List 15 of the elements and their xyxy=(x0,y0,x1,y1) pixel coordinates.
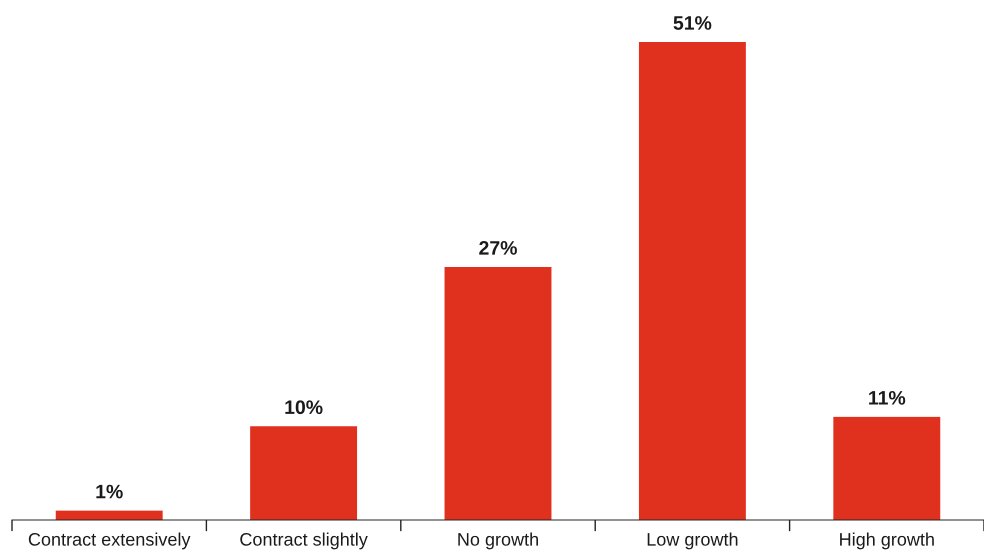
x-tick-label: Contract slightly xyxy=(240,532,368,550)
data-label: 11% xyxy=(869,391,906,405)
bar xyxy=(444,266,552,520)
bar xyxy=(638,42,746,520)
bar xyxy=(56,510,163,520)
data-label: 51% xyxy=(674,16,712,30)
x-tick-label: Contract extensively xyxy=(28,532,190,550)
x-tick-label: High growth xyxy=(840,532,934,550)
data-label: 10% xyxy=(285,400,323,414)
x-tick-label: Low growth xyxy=(648,532,738,550)
data-label: 1% xyxy=(96,484,123,498)
bar xyxy=(833,416,940,520)
bar xyxy=(250,426,358,520)
x-tick-label: No growth xyxy=(458,532,538,550)
data-label: 27% xyxy=(479,241,517,255)
